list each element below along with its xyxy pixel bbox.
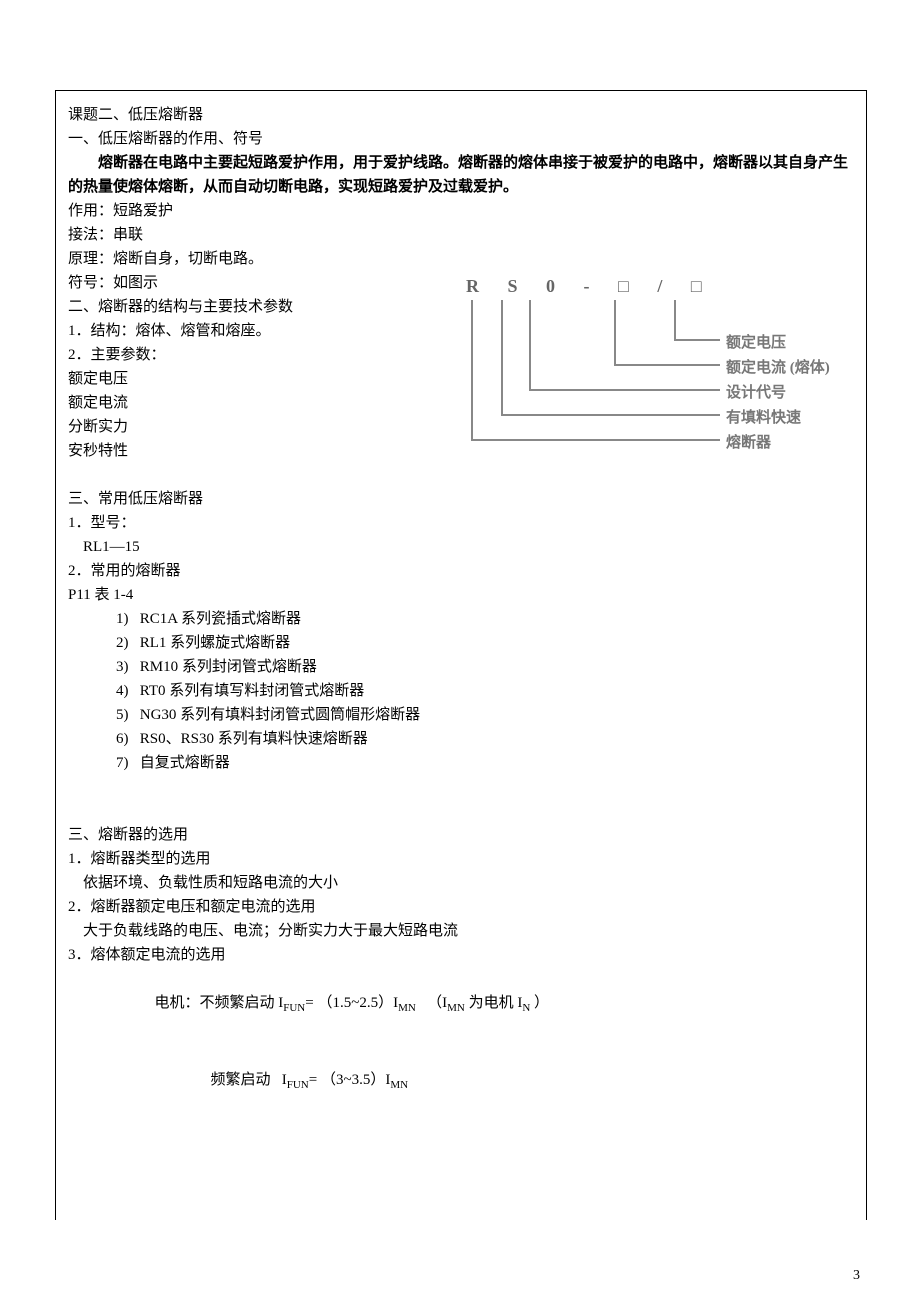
subscript: MN xyxy=(398,1002,416,1014)
text: = （1.5~2.5）I xyxy=(305,995,398,1011)
selection-line: 2．熔断器额定电压和额定电流的选用 xyxy=(68,895,854,919)
selection-line: 1．熔断器类型的选用 xyxy=(68,847,854,871)
diagram-hline xyxy=(614,364,720,366)
selection-line: 3．熔体额定电流的选用 xyxy=(68,943,854,967)
list-item: 1) RC1A 系列瓷插式熔断器 xyxy=(68,607,854,631)
subscript: FUN xyxy=(287,1079,309,1091)
diagram-label: 额定电压 xyxy=(726,331,786,352)
list-item: 4) RT0 系列有填写料封闭管式熔断器 xyxy=(68,679,854,703)
diagram-vline xyxy=(614,300,616,364)
list-item: 5) NG30 系列有填料封闭管式圆筒帽形熔断器 xyxy=(68,703,854,727)
list-item: 3) RM10 系列封闭管式熔断器 xyxy=(68,655,854,679)
body-line: 三、常用低压熔断器 xyxy=(68,487,854,511)
text: 电机：不频繁启动 I xyxy=(155,995,284,1011)
list-item: 2) RL1 系列螺旋式熔断器 xyxy=(68,631,854,655)
diagram-label: 设计代号 xyxy=(726,381,786,402)
diagram-code-text: R S 0 - □ / □ xyxy=(466,276,714,297)
body-line: 原理：熔断自身，切断电路。 xyxy=(68,247,854,271)
motor-line-2: 频繁启动 IFUN= （3~3.5）IMN xyxy=(68,1044,854,1121)
selection-lines: 1．熔断器类型的选用 依据环境、负载性质和短路电流的大小2．熔断器额定电压和额定… xyxy=(68,847,854,967)
content-frame: 课题二、低压熔断器 一、低压熔断器的作用、符号 熔断器在电路中主要起短路爱护作用… xyxy=(55,90,867,1220)
intro-paragraph: 熔断器在电路中主要起短路爱护作用，用于爱护线路。熔断器的熔体串接于被爱护的电路中… xyxy=(68,151,854,199)
text: ） xyxy=(530,995,549,1011)
diagram-hline xyxy=(471,439,720,441)
subscript: MN xyxy=(447,1002,465,1014)
blank xyxy=(68,775,854,799)
blank xyxy=(68,799,854,823)
diagram-label: 熔断器 xyxy=(726,431,771,452)
diagram-hline xyxy=(501,414,720,416)
diagram-vline xyxy=(471,300,473,439)
page: 课题二、低压熔断器 一、低压熔断器的作用、符号 熔断器在电路中主要起短路爱护作用… xyxy=(0,0,920,1302)
body-line: RL1—15 xyxy=(68,535,854,559)
text: 为电机 I xyxy=(465,995,523,1011)
text: 频繁启动 I xyxy=(211,1072,287,1088)
motor-line-1: 电机：不频繁启动 IFUN= （1.5~2.5）IMN （IMN 为电机 IN … xyxy=(68,967,854,1044)
section-4-heading: 三、熔断器的选用 xyxy=(68,823,854,847)
text: = （3~3.5）I xyxy=(309,1072,391,1088)
body-line: 作用：短路爱护 xyxy=(68,199,854,223)
body-line: 接法：串联 xyxy=(68,223,854,247)
diagram-vline xyxy=(529,300,531,389)
body-line: P11 表 1-4 xyxy=(68,583,854,607)
body-line: 2．常用的熔断器 xyxy=(68,559,854,583)
diagram-vline xyxy=(674,300,676,339)
subscript: MN xyxy=(390,1079,408,1091)
section-1-heading: 一、低压熔断器的作用、符号 xyxy=(68,127,854,151)
diagram-hline xyxy=(674,339,720,341)
selection-line: 大于负载线路的电压、电流；分断实力大于最大短路电流 xyxy=(68,919,854,943)
diagram-hline xyxy=(529,389,720,391)
title: 课题二、低压熔断器 xyxy=(68,103,854,127)
body-line: 1．型号： xyxy=(68,511,854,535)
fuse-type-list: 1) RC1A 系列瓷插式熔断器2) RL1 系列螺旋式熔断器3) RM10 系… xyxy=(68,607,854,775)
diagram-label: 额定电流 (熔体) xyxy=(726,356,830,377)
body-line xyxy=(68,463,854,487)
diagram-label: 有填料快速 xyxy=(726,406,801,427)
list-item: 6) RS0、RS30 系列有填料快速熔断器 xyxy=(68,727,854,751)
selection-line: 依据环境、负载性质和短路电流的大小 xyxy=(68,871,854,895)
list-item: 7) 自复式熔断器 xyxy=(68,751,854,775)
model-code-diagram: R S 0 - □ / □ 额定电压额定电流 (熔体) 设计代号有填料快速熔断器 xyxy=(436,276,886,466)
diagram-vline xyxy=(501,300,503,414)
text: （I xyxy=(416,995,447,1011)
page-number: 3 xyxy=(853,1268,860,1284)
subscript: FUN xyxy=(283,1002,305,1014)
